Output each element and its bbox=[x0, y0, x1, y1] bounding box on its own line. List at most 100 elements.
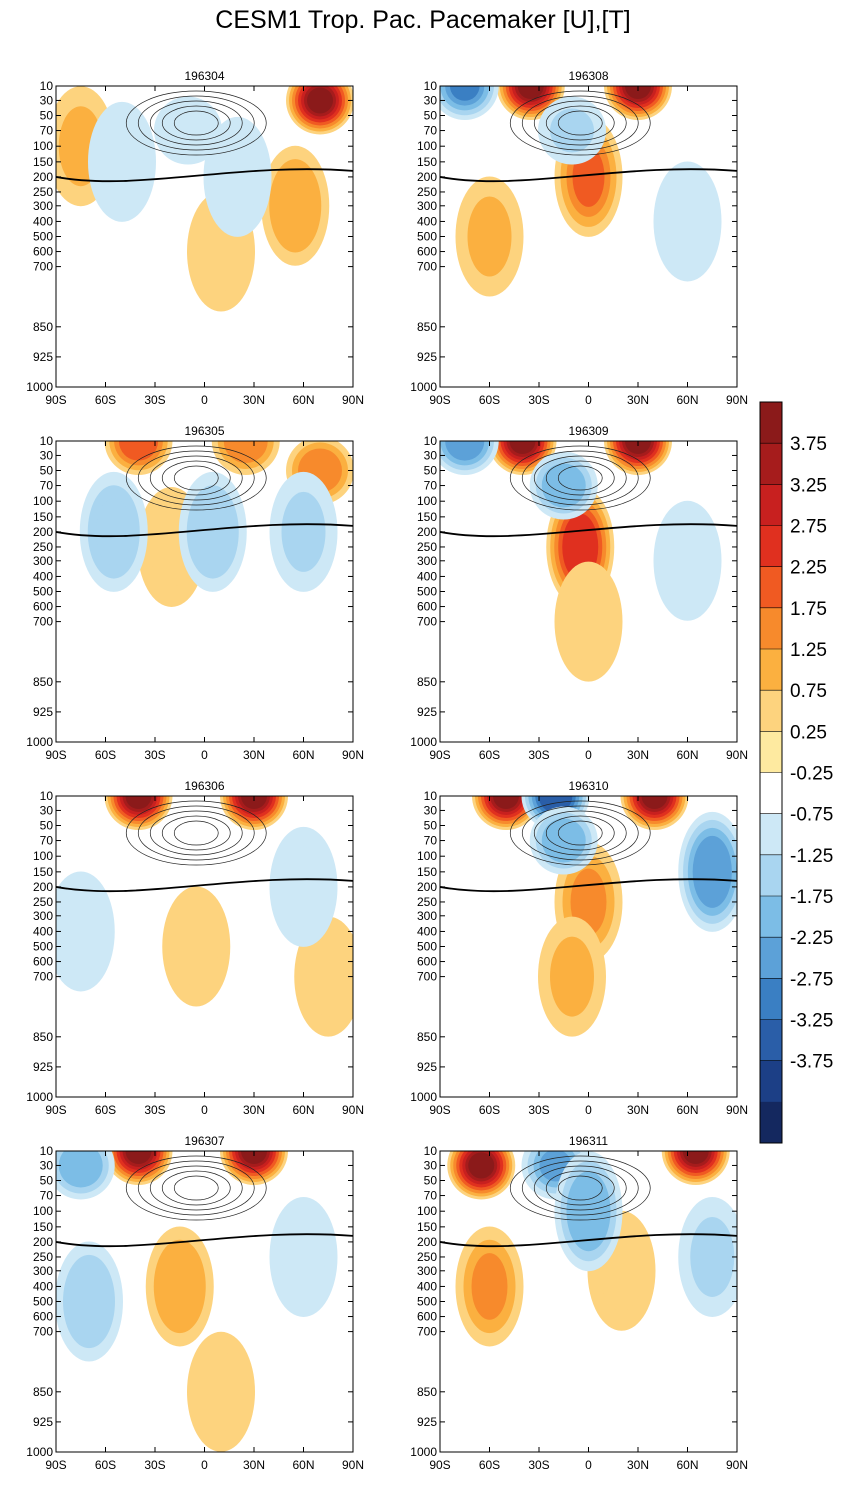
colorbar-label: 1.25 bbox=[790, 640, 827, 661]
x-tick-label: 60S bbox=[95, 748, 116, 762]
colorbar-label: -1.25 bbox=[790, 846, 833, 867]
colorbar-label: -3.25 bbox=[790, 1011, 833, 1032]
zero-wind-contour bbox=[440, 878, 737, 893]
y-tick-label: 300 bbox=[417, 199, 437, 213]
y-tick-label: 70 bbox=[424, 479, 438, 493]
panel-196304-field bbox=[56, 86, 353, 387]
panel-title: 196308 bbox=[568, 69, 608, 83]
y-tick-label: 1000 bbox=[26, 735, 53, 749]
y-tick-label: 400 bbox=[33, 1279, 53, 1293]
zero-wind-contour bbox=[56, 1233, 353, 1248]
colorbar-swatch bbox=[760, 402, 782, 444]
y-tick-label: 10 bbox=[40, 434, 54, 448]
y-tick-label: 1000 bbox=[26, 1445, 53, 1459]
y-tick-label: 700 bbox=[33, 260, 53, 274]
wind-contour bbox=[533, 810, 627, 856]
y-tick-label: 200 bbox=[417, 170, 437, 184]
colorbar-swatch bbox=[760, 1019, 782, 1062]
y-tick-label: 30 bbox=[40, 93, 54, 107]
y-tick-label: 250 bbox=[417, 895, 437, 909]
colorbar: 3.75 3.25 2.75 2.25 1.75 1.25 0.75 0.25 -0.25 -0.… bbox=[759, 401, 833, 1144]
wind-contour bbox=[545, 460, 615, 496]
wind-contour bbox=[149, 810, 243, 856]
warm-anomaly bbox=[467, 196, 512, 277]
wind-contour bbox=[521, 450, 639, 506]
y-tick-label: 850 bbox=[33, 1030, 53, 1044]
y-tick-label: 10 bbox=[40, 789, 54, 803]
y-tick-label: 50 bbox=[424, 1173, 438, 1187]
y-tick-label: 100 bbox=[33, 849, 53, 863]
panel-title: 196305 bbox=[184, 424, 224, 438]
colorbar-label: -0.75 bbox=[790, 805, 833, 826]
cool-anomaly bbox=[690, 1216, 735, 1297]
x-tick-label: 30S bbox=[144, 1103, 165, 1117]
y-tick-label: 925 bbox=[417, 1415, 437, 1429]
x-tick-label: 60S bbox=[95, 393, 116, 407]
y-tick-label: 500 bbox=[417, 940, 437, 954]
cool-anomaly bbox=[194, 498, 231, 566]
cool-anomaly bbox=[449, 86, 480, 101]
warm-anomaly bbox=[517, 86, 544, 99]
x-tick-label: 90S bbox=[429, 1103, 450, 1117]
y-tick-label: 850 bbox=[417, 675, 437, 689]
y-tick-label: 700 bbox=[417, 615, 437, 629]
panel-196305-field bbox=[56, 441, 353, 742]
y-tick-label: 300 bbox=[417, 554, 437, 568]
zero-wind-contour bbox=[440, 1233, 737, 1248]
x-tick-label: 90N bbox=[726, 1103, 748, 1117]
y-tick-label: 150 bbox=[417, 865, 437, 879]
wind-contour bbox=[509, 445, 651, 511]
warm-anomaly bbox=[277, 172, 314, 240]
y-tick-label: 400 bbox=[417, 924, 437, 938]
y-tick-label: 850 bbox=[33, 1385, 53, 1399]
y-tick-label: 1000 bbox=[410, 1090, 437, 1104]
y-tick-label: 50 bbox=[40, 1173, 54, 1187]
y-tick-label: 10 bbox=[40, 1144, 54, 1158]
wind-contour bbox=[149, 1165, 243, 1211]
colorbar-swatch bbox=[760, 1060, 782, 1103]
colorbar-swatch bbox=[760, 607, 782, 650]
y-tick-label: 30 bbox=[40, 1158, 54, 1172]
y-tick-label: 400 bbox=[417, 569, 437, 583]
wind-contour bbox=[125, 800, 267, 866]
y-tick-label: 500 bbox=[33, 585, 53, 599]
y-tick-label: 500 bbox=[417, 585, 437, 599]
x-tick-label: 30N bbox=[243, 1458, 265, 1472]
x-tick-label: 90N bbox=[342, 1103, 364, 1117]
x-tick-label: 0 bbox=[585, 393, 592, 407]
y-tick-label: 200 bbox=[417, 525, 437, 539]
colorbar-swatch bbox=[760, 896, 782, 938]
y-tick-label: 600 bbox=[33, 955, 53, 969]
y-tick-label: 600 bbox=[417, 245, 437, 259]
wind-contour bbox=[161, 105, 231, 141]
y-tick-label: 30 bbox=[424, 1158, 438, 1172]
cool-anomaly bbox=[281, 1216, 326, 1297]
x-tick-label: 0 bbox=[585, 748, 592, 762]
y-tick-label: 10 bbox=[40, 79, 54, 93]
wind-contour bbox=[521, 805, 639, 861]
y-tick-label: 200 bbox=[33, 525, 53, 539]
warm-anomaly bbox=[307, 87, 333, 114]
zero-wind-contour bbox=[56, 878, 353, 893]
colorbar-label: 2.25 bbox=[790, 558, 827, 579]
y-tick-label: 70 bbox=[424, 1189, 438, 1203]
x-tick-label: 60S bbox=[479, 748, 500, 762]
y-tick-label: 500 bbox=[417, 1295, 437, 1309]
x-tick-label: 30S bbox=[528, 1103, 549, 1117]
cool-anomaly bbox=[64, 1151, 97, 1182]
cool-anomaly bbox=[281, 491, 326, 572]
y-tick-label: 30 bbox=[424, 803, 438, 817]
wind-contour bbox=[125, 90, 267, 156]
warm-anomaly bbox=[468, 1152, 495, 1179]
x-tick-label: 30S bbox=[144, 1458, 165, 1472]
y-tick-label: 400 bbox=[33, 214, 53, 228]
wind-contour bbox=[509, 90, 651, 156]
x-tick-label: 90N bbox=[726, 1458, 748, 1472]
panel-196306-field bbox=[56, 796, 353, 1097]
x-tick-label: 0 bbox=[201, 748, 208, 762]
x-tick-label: 60N bbox=[292, 393, 314, 407]
cool-anomaly bbox=[58, 891, 103, 972]
